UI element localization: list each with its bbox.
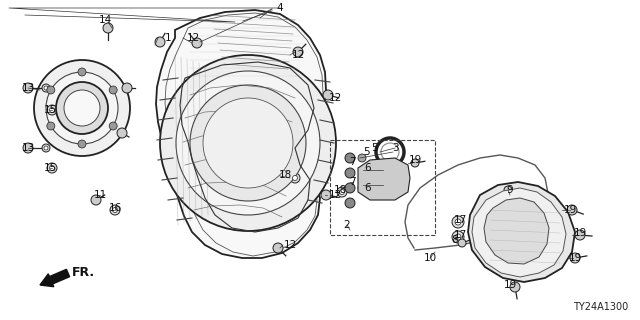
Circle shape [23, 83, 33, 93]
Circle shape [103, 23, 113, 33]
Text: 12: 12 [291, 50, 305, 60]
Circle shape [47, 163, 57, 173]
Circle shape [455, 219, 461, 225]
Circle shape [64, 90, 100, 126]
Text: 6: 6 [365, 163, 371, 173]
Circle shape [23, 143, 33, 153]
Text: 12: 12 [328, 190, 342, 200]
Text: 15: 15 [44, 105, 56, 115]
Circle shape [47, 122, 55, 130]
Text: 5: 5 [363, 147, 369, 157]
Circle shape [293, 47, 303, 57]
Text: 9: 9 [507, 185, 513, 195]
Circle shape [192, 38, 202, 48]
Circle shape [44, 86, 48, 90]
Text: TY24A1300: TY24A1300 [573, 302, 628, 312]
FancyArrow shape [40, 269, 70, 287]
Circle shape [458, 239, 466, 247]
Circle shape [345, 153, 355, 163]
Circle shape [47, 105, 57, 115]
Circle shape [452, 231, 464, 243]
Circle shape [570, 253, 580, 263]
Circle shape [190, 85, 306, 201]
Text: 19: 19 [563, 205, 577, 215]
Text: 12: 12 [284, 240, 296, 250]
Text: 11: 11 [93, 190, 107, 200]
Text: 13: 13 [21, 143, 35, 153]
Circle shape [155, 37, 165, 47]
Text: 19: 19 [568, 253, 582, 263]
Text: 18: 18 [333, 185, 347, 195]
Polygon shape [468, 182, 575, 282]
Circle shape [273, 243, 283, 253]
Text: 19: 19 [504, 280, 516, 290]
Circle shape [455, 234, 461, 240]
Circle shape [78, 140, 86, 148]
Circle shape [510, 282, 520, 292]
Circle shape [109, 122, 117, 130]
Polygon shape [156, 10, 326, 258]
Text: 7: 7 [349, 157, 355, 167]
Polygon shape [472, 188, 566, 277]
Circle shape [321, 190, 331, 200]
Circle shape [47, 86, 55, 94]
Circle shape [452, 216, 464, 228]
Circle shape [113, 207, 118, 212]
Text: 15: 15 [44, 163, 56, 173]
Text: 2: 2 [344, 220, 350, 230]
Text: 8: 8 [452, 235, 458, 245]
Polygon shape [484, 198, 549, 264]
Circle shape [117, 128, 127, 138]
Text: 13: 13 [21, 83, 35, 93]
Circle shape [337, 187, 347, 197]
Circle shape [358, 184, 366, 192]
Text: 5: 5 [372, 143, 378, 153]
Text: 1: 1 [164, 33, 172, 43]
Text: 12: 12 [186, 33, 200, 43]
Text: 4: 4 [276, 3, 284, 13]
Circle shape [176, 71, 320, 215]
Circle shape [78, 68, 86, 76]
Text: 19: 19 [573, 228, 587, 238]
Circle shape [42, 144, 50, 152]
Text: 17: 17 [453, 215, 467, 225]
Circle shape [345, 183, 355, 193]
Circle shape [44, 146, 48, 150]
Circle shape [203, 98, 293, 188]
Circle shape [345, 168, 355, 178]
Text: 6: 6 [365, 183, 371, 193]
Circle shape [339, 189, 344, 195]
Text: 16: 16 [108, 203, 122, 213]
Circle shape [411, 159, 419, 167]
Polygon shape [358, 158, 410, 200]
Text: 14: 14 [99, 15, 111, 25]
Circle shape [345, 198, 355, 208]
Text: 3: 3 [392, 143, 398, 153]
Circle shape [292, 175, 298, 180]
Circle shape [290, 173, 300, 183]
Text: 7: 7 [349, 177, 355, 187]
Text: 10: 10 [424, 253, 436, 263]
Circle shape [110, 205, 120, 215]
Circle shape [122, 83, 132, 93]
Circle shape [49, 108, 54, 113]
Text: FR.: FR. [72, 267, 95, 279]
Circle shape [42, 84, 50, 92]
Circle shape [575, 230, 585, 240]
Text: 12: 12 [328, 93, 342, 103]
Circle shape [34, 60, 130, 156]
Circle shape [49, 165, 54, 171]
Circle shape [567, 205, 577, 215]
Text: 18: 18 [278, 170, 292, 180]
Circle shape [91, 195, 101, 205]
Text: 19: 19 [408, 155, 422, 165]
Circle shape [504, 186, 512, 194]
Text: 17: 17 [453, 230, 467, 240]
Circle shape [323, 90, 333, 100]
Circle shape [109, 86, 117, 94]
Circle shape [56, 82, 108, 134]
Circle shape [46, 72, 118, 144]
Circle shape [358, 154, 366, 162]
Circle shape [160, 55, 336, 231]
